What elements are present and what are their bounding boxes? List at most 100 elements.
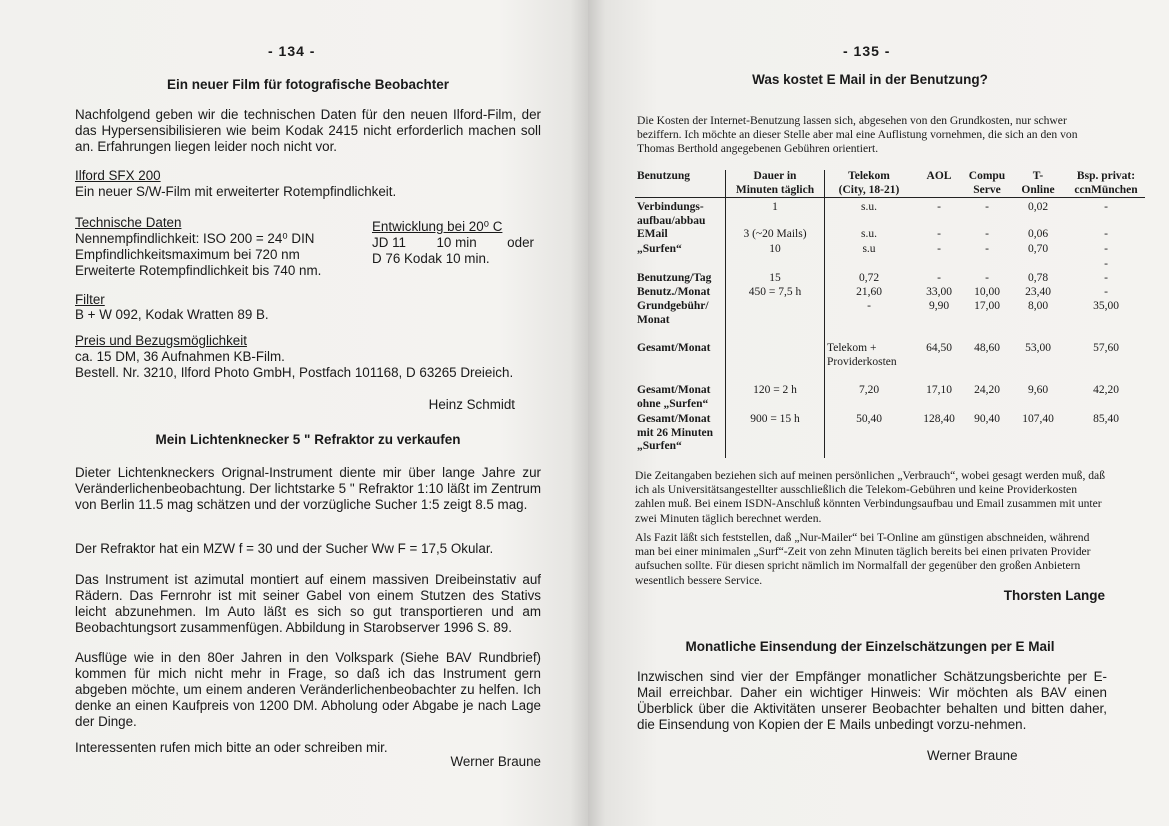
note-paragraph: Als Fazit läßt sich feststellen, daß „Nu… (635, 531, 1091, 587)
table-cell: 900 = 15 h (725, 413, 825, 458)
price-heading: Preis und Bezugsmöglichkeit (75, 333, 247, 348)
table-cell (825, 258, 914, 272)
table-cell: 50,40 (856, 413, 882, 425)
article-text: Inzwischen sind vier der Empfänger monat… (637, 669, 1107, 732)
column-header: Compu Serve (965, 170, 1009, 198)
table-cell: 85,40 (1093, 413, 1119, 425)
tech-data: Nennempfindlichkeit: ISO 200 = 24⁰ DIN E… (75, 231, 321, 279)
table-cell: 120 = 2 h (725, 384, 825, 413)
table-cell (725, 258, 825, 272)
article-author: Werner Braune (450, 754, 541, 769)
table-cell: 17,10 (926, 384, 952, 396)
table-row: Benutzung/Tag 15 0,72 - - 0,78 - (635, 272, 1145, 286)
table-cell (1009, 258, 1067, 272)
article-paragraph: Interessenten rufen mich bitte an oder s… (75, 740, 388, 755)
price-line: Bestell. Nr. 3210, Ilford Photo GmbH, Po… (75, 365, 514, 380)
table-cell: 9,90 (928, 300, 950, 312)
table-cell: 1 (725, 197, 825, 228)
right-page: - 135 - Was kostet E Mail in der Benutzu… (588, 0, 1169, 826)
table-cell: 0,78 (1027, 272, 1049, 284)
tech-heading: Technische Daten (75, 215, 182, 230)
table-row: Grundgebühr/ Monat - 9,90 17,00 8,00 35,00 (635, 300, 1145, 342)
article-author: Werner Braune (927, 748, 1018, 763)
table-cell: - (1104, 258, 1108, 270)
table-cell: - (1104, 272, 1108, 284)
table-cell: 7,20 (858, 384, 880, 396)
table-cell: 107,40 (1022, 413, 1054, 425)
column-header: Telekom (City, 18-21) (824, 170, 913, 198)
table-cell: 35,00 (1093, 300, 1119, 312)
dev-agent: JD 11 (372, 235, 406, 250)
table-cell: 17,00 (974, 300, 1000, 312)
article-title: Ein neuer Film für fotografische Beobach… (166, 77, 450, 92)
table-cell (913, 258, 965, 272)
page-number: - 134 - (268, 43, 316, 59)
table-cell: Verbindungs- aufbau/abbau (637, 201, 706, 227)
dev-heading: Entwicklung bei 20⁰ C (372, 219, 503, 234)
table-cell: 128,40 (923, 413, 955, 425)
table-cell: 33,00 (926, 286, 952, 298)
table-cell (725, 300, 825, 342)
article-intro: Die Kosten der Internet-Benutzung lassen… (637, 114, 1078, 156)
article-title: Mein Lichtenknecker 5 " Refraktor zu ver… (155, 432, 461, 447)
table-cell: 48,60 (974, 342, 1000, 354)
table-row: Gesamt/Monat Telekom + Providerkosten 64,5… (635, 342, 1145, 384)
table-cell: Benutz./Monat (637, 286, 711, 298)
column-header: Dauer in Minuten täglich (725, 170, 825, 198)
table-row: EMail 3 (~20 Mails) s.u. - - 0,06 - (635, 228, 1145, 243)
table-cell: 450 = 7,5 h (725, 286, 825, 300)
table-cell: s.u. (861, 201, 877, 213)
table-body: Verbindungs- aufbau/abbau 1 s.u. - - 0,02 - EMa… (635, 197, 1145, 458)
table-cell: - (1104, 228, 1108, 240)
table-cell: 0,06 (1027, 228, 1049, 240)
filter-text: B + W 092, Kodak Wratten 89 B. (75, 307, 269, 322)
table-cell (725, 342, 825, 384)
table-row: Gesamt/Monat ohne „Surfen“ 120 = 2 h 7,20 1… (635, 384, 1145, 413)
table-row: „Surfen“ 10 s.u - - 0,70 - (635, 243, 1145, 258)
table-cell: 10,00 (974, 286, 1000, 298)
article-author: Heinz Schmidt (428, 397, 515, 412)
table-cell: Grundgebühr/ Monat (637, 300, 709, 326)
page-number: - 135 - (843, 43, 891, 59)
table-cell: 53,00 (1025, 342, 1051, 354)
table-row: Gesamt/Monat mit 26 Minuten „Surfen“ 900 … (635, 413, 1145, 458)
table-cell: 0,72 (858, 272, 880, 284)
dev-or: oder (507, 235, 534, 250)
tech-line: Empfindlichkeitsmaximum bei 720 nm (75, 247, 300, 262)
table-cell: - (1104, 243, 1108, 255)
table-cell: 0,02 (1027, 201, 1049, 213)
table-cell: 0,70 (1027, 243, 1049, 255)
column-header: AOL (913, 170, 965, 198)
table-cell: - (937, 272, 941, 284)
table-cell: 24,20 (974, 384, 1000, 396)
table-cell: 15 (725, 272, 825, 286)
film-text: Ein neuer S/W-Film mit erweiterter Rotem… (75, 184, 397, 199)
table-cell: 57,60 (1093, 342, 1119, 354)
table-row: Verbindungs- aufbau/abbau 1 s.u. - - 0,02 - (635, 197, 1145, 228)
table-cell: - (937, 228, 941, 240)
table-cell: EMail (637, 228, 668, 240)
article-title: Monatliche Einsendung der Einzelschätzun… (685, 639, 1055, 654)
article-title: Was kostet E Mail in der Benutzung? (752, 72, 988, 87)
table-cell: 42,20 (1093, 384, 1119, 396)
table-cell: 9,60 (1027, 384, 1049, 396)
table-cell: Telekom + Providerkosten (827, 342, 897, 368)
table-cell: 23,40 (1025, 286, 1051, 298)
table-cell: s.u. (861, 228, 877, 240)
table-cell: - (937, 243, 941, 255)
column-header: Benutzung (635, 170, 726, 198)
article-paragraph: Ausflüge wie in den 80er Jahren in den V… (75, 650, 541, 729)
table-cell: - (985, 243, 989, 255)
table-cell: - (937, 201, 941, 213)
table-cell: 64,50 (926, 342, 952, 354)
table-row: - (635, 258, 1145, 272)
price-text: ca. 15 DM, 36 Aufnahmen KB-Film. Bestell… (75, 349, 545, 381)
table-row: Benutz./Monat 450 = 7,5 h 21,60 33,00 10,00 2… (635, 286, 1145, 300)
table-cell: s.u (862, 243, 876, 255)
note-paragraph: Die Zeitangaben beziehen sich auf meinen… (635, 469, 1105, 525)
table-cell: 90,40 (974, 413, 1000, 425)
table-cell: - (867, 300, 871, 312)
table-header-row: Benutzung Dauer in Minuten täglich Telekom… (635, 170, 1145, 198)
table-cell: - (985, 228, 989, 240)
table-cell: Gesamt/Monat (637, 342, 711, 354)
